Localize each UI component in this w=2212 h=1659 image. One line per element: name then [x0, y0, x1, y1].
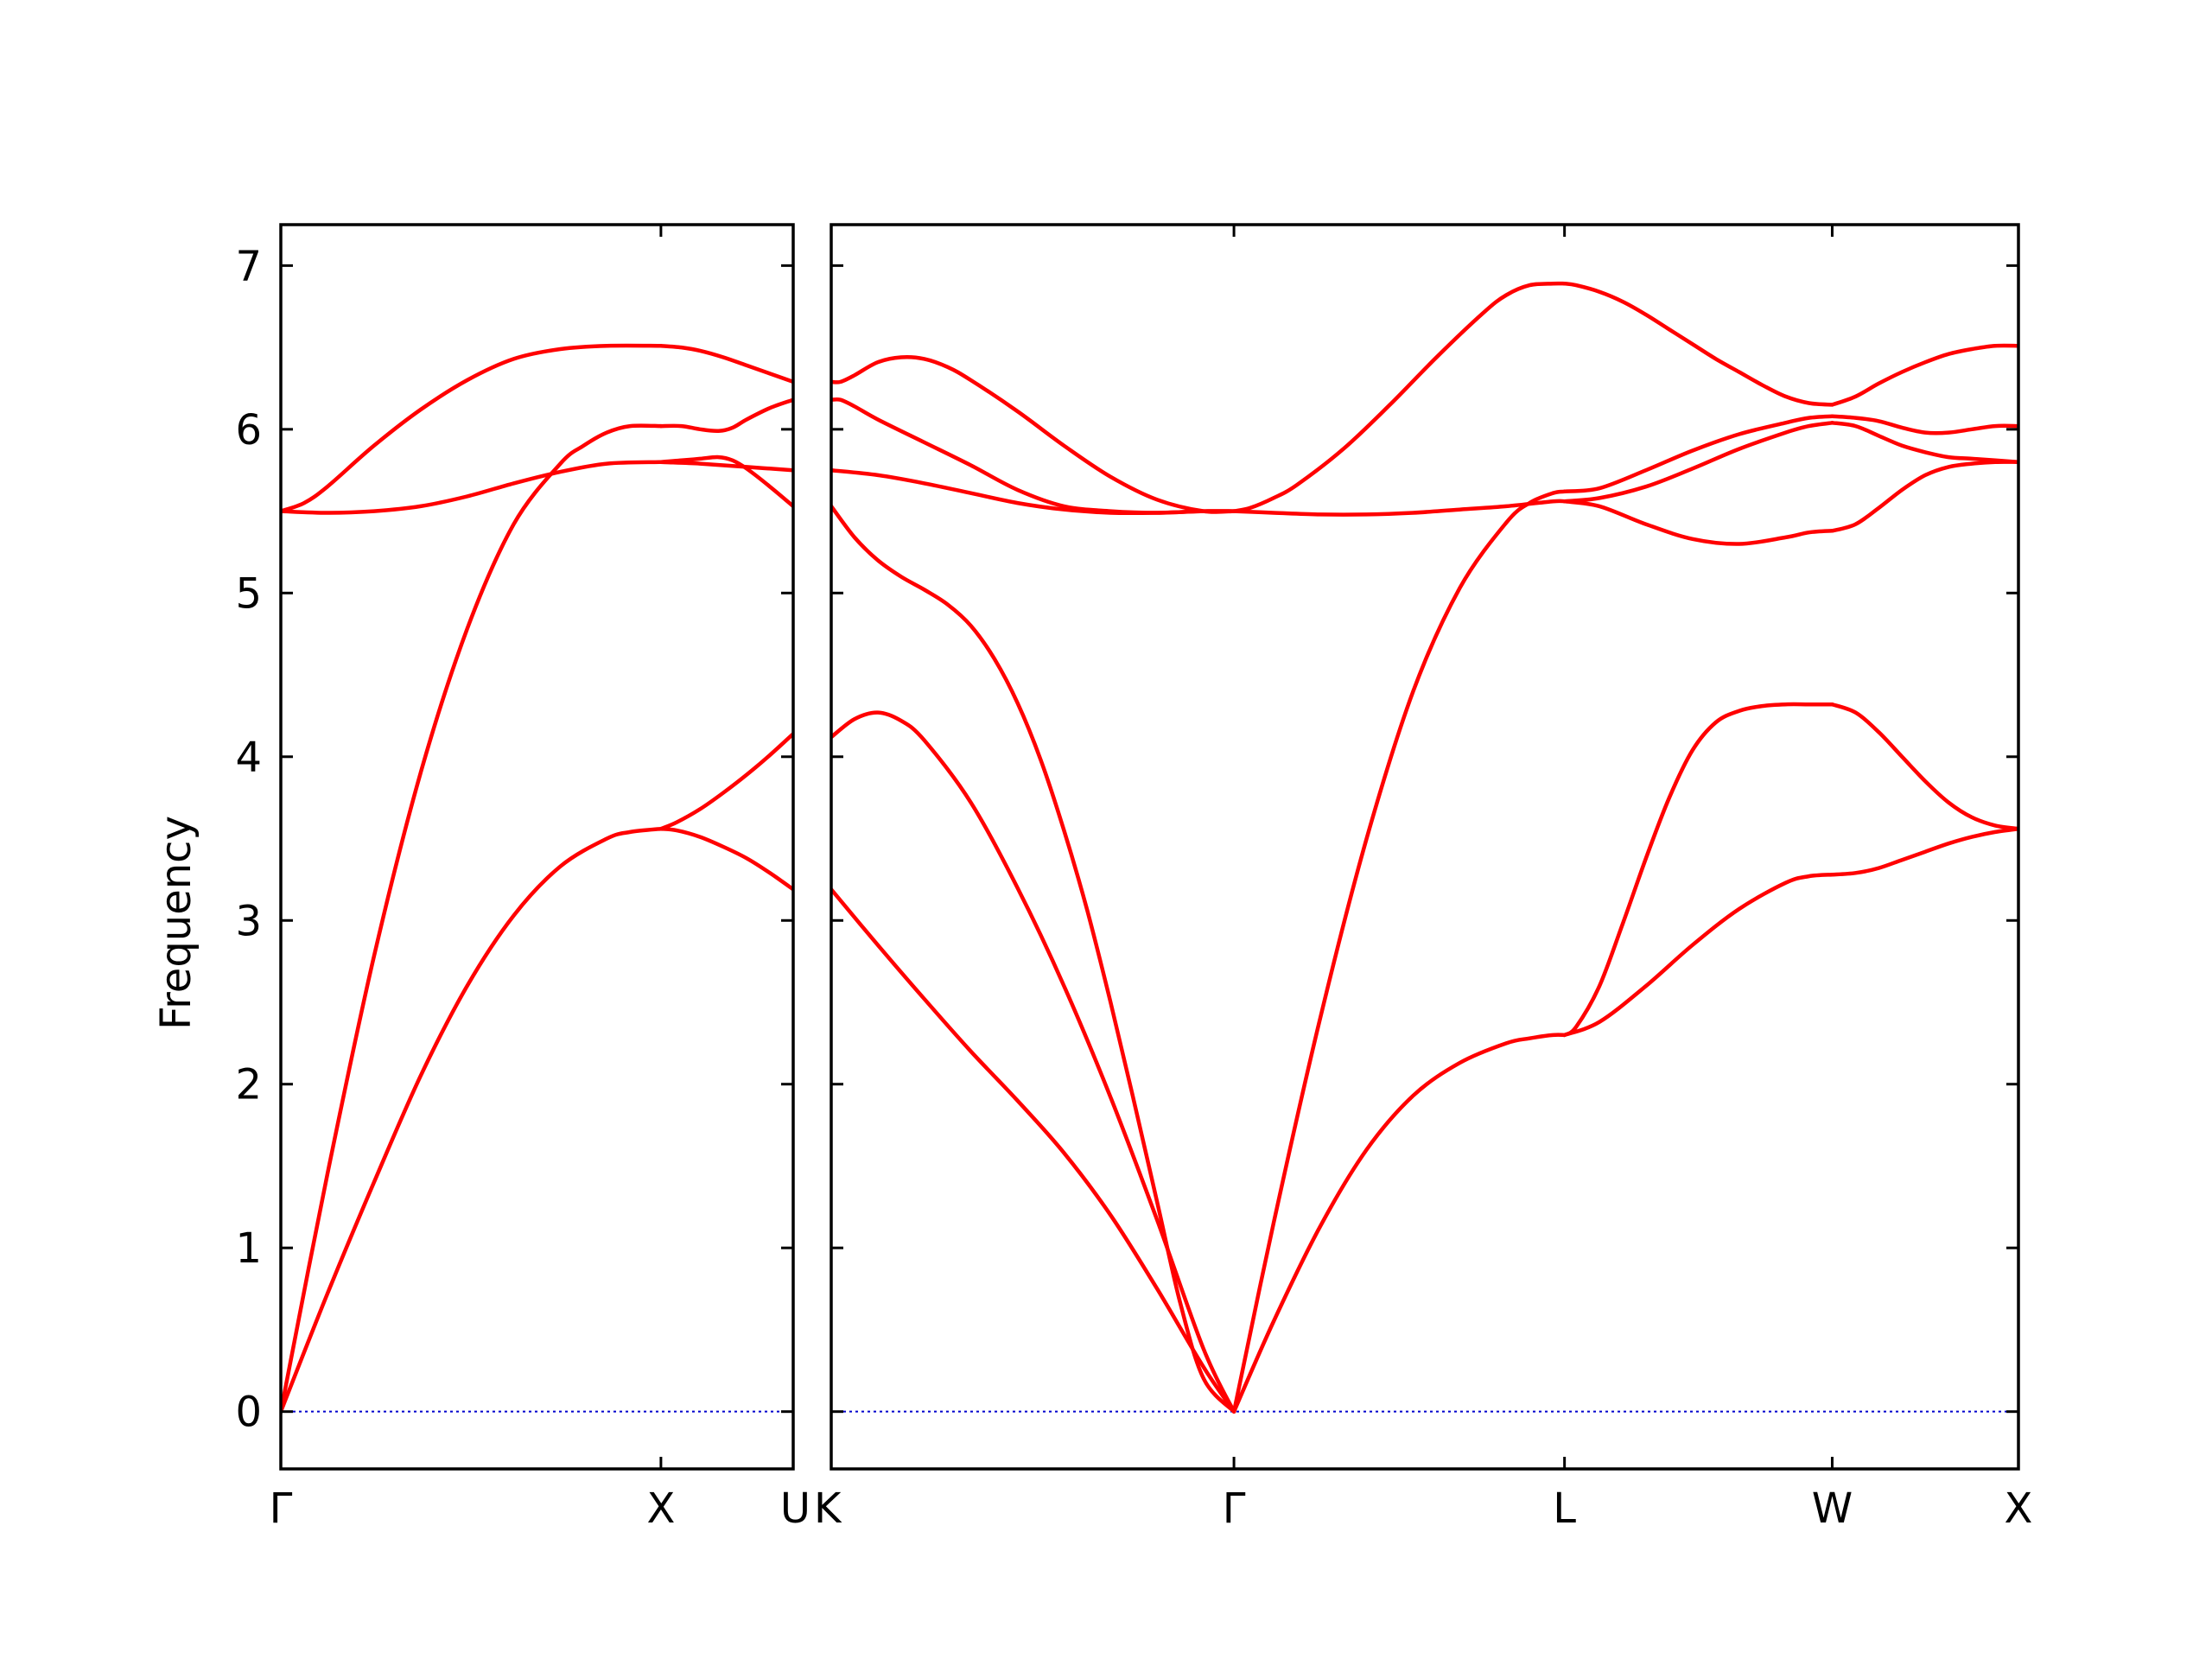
- y-tick-label: 4: [235, 734, 262, 782]
- y-tick-label: 5: [235, 569, 262, 618]
- y-axis-title: Frequency: [152, 816, 200, 1030]
- band-line-21: [1830, 414, 2018, 435]
- panel-frame: [830, 223, 2020, 1471]
- band-line-10: [658, 460, 793, 473]
- band-line-9: [658, 343, 793, 385]
- band-line-8: [658, 454, 793, 509]
- band-line-16: [1562, 281, 1834, 407]
- band-line-14: [1562, 421, 1834, 504]
- panel-1: 0 1 2 3 4 5 6 7 Γ X U: [235, 223, 810, 1533]
- panel-frame: [279, 223, 795, 1471]
- band-line-2: [831, 710, 1236, 1414]
- x-tick-label-Γ: Γ: [1223, 1484, 1246, 1533]
- band-line-1: [831, 887, 1236, 1414]
- band-line-3: [281, 460, 664, 515]
- band-line-4: [281, 343, 664, 513]
- y-tick-label: 3: [235, 897, 262, 945]
- band-line-3: [831, 504, 1236, 1414]
- x-tick-label-X: X: [646, 1484, 675, 1533]
- band-line-9: [1231, 499, 1567, 517]
- x-tick-label-L: L: [1553, 1484, 1576, 1533]
- band-line-19: [1830, 460, 2018, 533]
- band-line-1: [281, 826, 664, 1414]
- y-tick-label: 0: [235, 1389, 262, 1437]
- band-line-8: [1231, 489, 1567, 1414]
- band-line-12: [1562, 872, 1834, 1038]
- x-tick-label-U: U: [780, 1484, 810, 1533]
- x-tick-label-K: K: [814, 1484, 842, 1533]
- x-tick-label-X: X: [2005, 1484, 2033, 1533]
- band-line-20: [1830, 421, 2018, 464]
- band-line-6: [658, 826, 793, 892]
- band-line-22: [1830, 343, 2018, 407]
- y-tick-label: 1: [235, 1224, 262, 1273]
- band-line-10: [1231, 281, 1567, 513]
- band-line-17: [1830, 702, 2018, 831]
- band-line-2: [281, 423, 664, 1414]
- y-tick-label: 6: [235, 406, 262, 454]
- band-line-5: [658, 732, 793, 831]
- plot-layer: 0 1 2 3 4 5 6 7 Γ X U K Γ L W X: [235, 223, 2033, 1533]
- x-tick-label-W: W: [1812, 1484, 1853, 1533]
- band-line-7: [658, 397, 793, 434]
- band-line-7: [1231, 1033, 1567, 1414]
- band-line-5: [831, 397, 1236, 515]
- y-tick-label: 2: [235, 1061, 262, 1109]
- band-line-13: [1562, 499, 1834, 546]
- band-line-11: [1562, 702, 1834, 1038]
- band-line-6: [831, 354, 1236, 514]
- x-tick-label-Γ: Γ: [270, 1484, 293, 1533]
- y-tick-label: 7: [235, 242, 262, 290]
- band-line-15: [1562, 414, 1834, 494]
- band-line-18: [1830, 826, 2018, 877]
